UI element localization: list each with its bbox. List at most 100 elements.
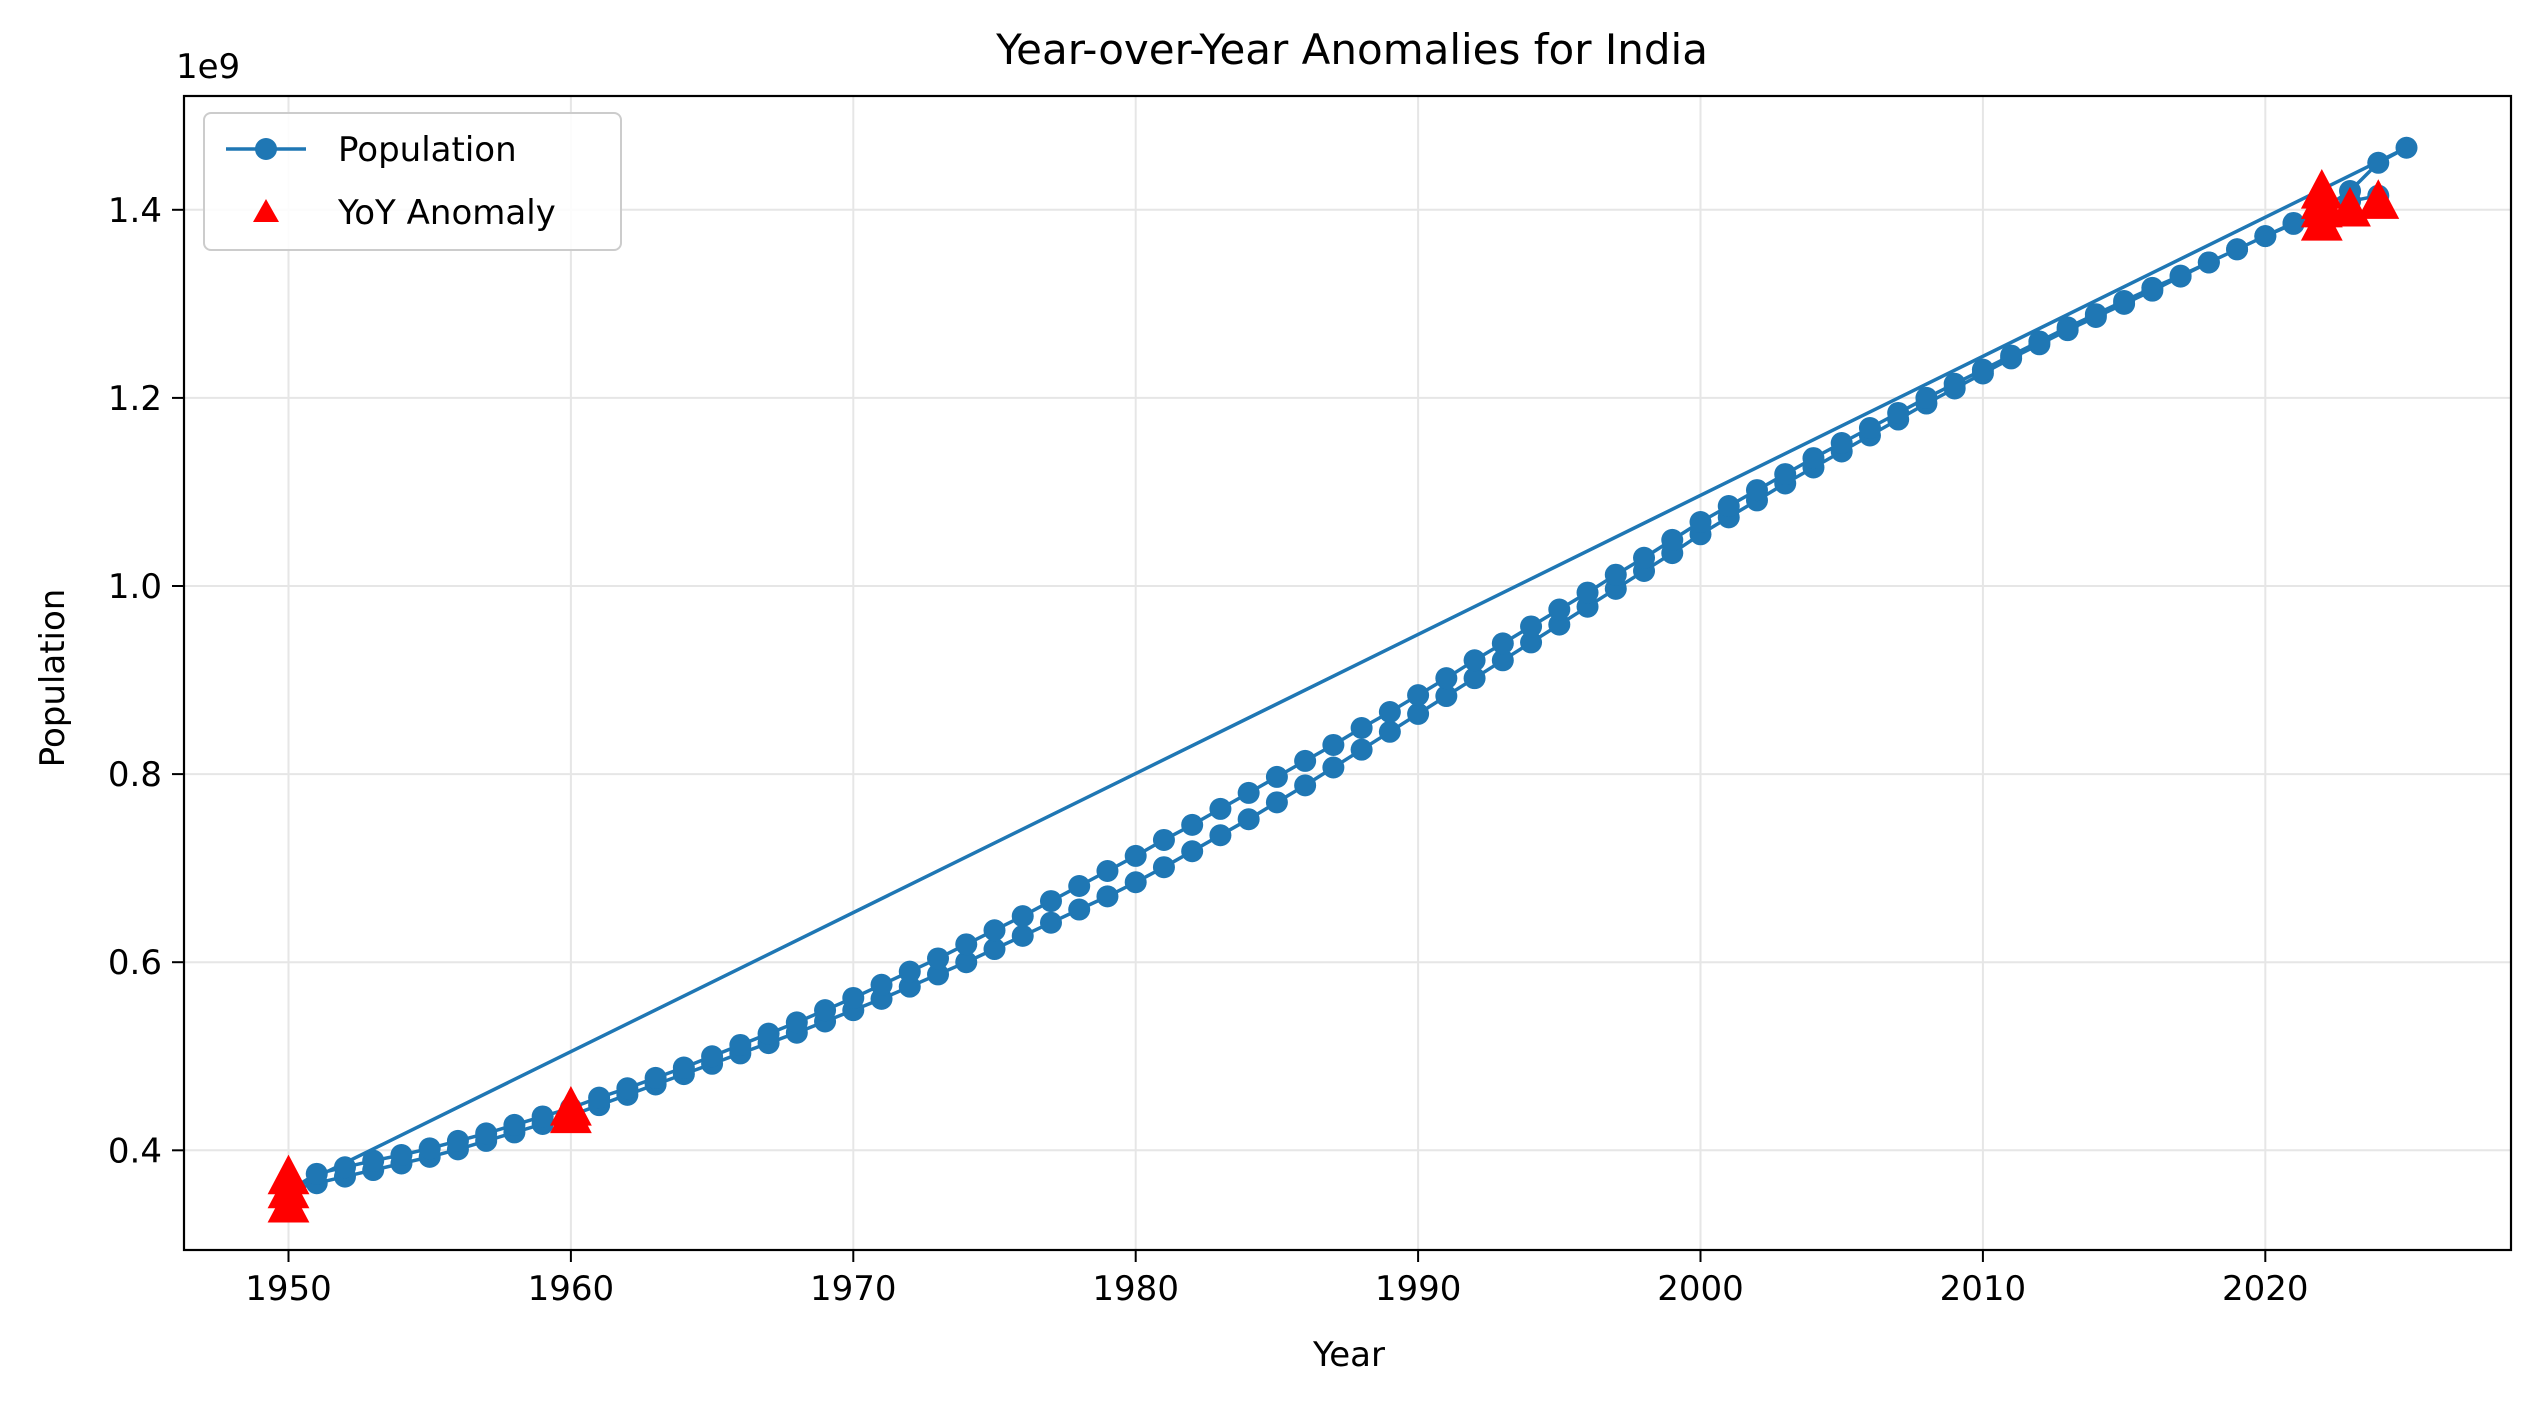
population-point [1633,546,1656,569]
y-axis-label: Population [33,589,73,768]
legend-anomaly-label: YoY Anomaly [337,193,556,233]
y-tick-label: 0.6 [108,943,162,983]
population-point [983,919,1006,942]
population-point [1745,479,1768,502]
population-point [362,1149,385,1172]
population-point [2169,264,2192,287]
legend-population-label: Population [338,130,517,170]
population-point [1689,511,1712,534]
population-point [1378,720,1401,743]
population-point [1350,717,1373,740]
population-point [814,999,837,1022]
population-point [1152,828,1175,851]
population-point [644,1066,667,1089]
population-point [1661,528,1684,551]
population-point [1068,875,1091,898]
population-point [898,960,921,983]
y-tick-label: 0.8 [108,755,162,795]
population-point [1096,885,1119,908]
population-point [2084,303,2107,326]
anomaly-point [2300,201,2343,241]
population-point [983,938,1006,961]
axis-layer: 1950 1960 1970 1980 1990 2000 2010 2020 0.4 0.6 0.… [108,191,2309,1309]
population-point [1943,372,1966,395]
population-point [2226,238,2249,261]
population-point [1830,432,1853,455]
x-tick-label: 2020 [2222,1269,2309,1309]
population-point [475,1122,498,1145]
legend-box [203,112,622,251]
population-point [757,1022,780,1045]
population-point [1463,649,1486,672]
legend-population-marker [255,138,277,160]
population-point [1181,813,1204,836]
population-point [1491,649,1514,672]
x-tick-label: 1980 [1092,1269,1179,1309]
legend-anomaly-marker [253,199,279,222]
population-point [842,986,865,1009]
population-point [785,1011,808,1034]
population-point [1209,797,1232,820]
y-tick-label: 1.2 [108,379,162,419]
population-point [870,973,893,996]
population-point [701,1045,724,1068]
population-point [955,951,978,974]
population-point [2028,330,2051,353]
population-point [1124,844,1147,867]
population-point [1491,632,1514,655]
population-point [1717,495,1740,518]
grid-layer [184,96,2511,1250]
y-tick-label: 0.4 [108,1131,162,1171]
population-point [2282,211,2305,234]
x-tick-label: 2000 [1657,1269,1744,1309]
population-point [1011,905,1034,928]
x-tick-label: 2010 [1940,1269,2027,1309]
population-point [1378,701,1401,724]
population-point [1039,911,1062,934]
population-point [1576,581,1599,604]
series-layer [277,136,2418,1202]
population-point [333,1156,356,1179]
x-tick-label: 1990 [1375,1269,1462,1309]
population-point [955,933,978,956]
population-point [927,947,950,970]
population-point [1435,667,1458,690]
population-point [2254,225,2277,248]
population-point [1887,401,1910,424]
population-point [1294,749,1317,772]
anomaly-point [2300,179,2343,219]
population-point [1322,756,1345,779]
population-point [1322,733,1345,756]
y-tick-label: 1.0 [108,567,162,607]
legend: Population YoY Anomaly [203,112,622,251]
chart-title: Year-over-Year Anomalies for India [995,25,1708,74]
population-point [616,1077,639,1100]
population-point [531,1105,554,1128]
population-point [1915,386,1938,409]
population-point [1237,808,1260,831]
population-point [1548,613,1571,636]
x-tick-label: 1970 [810,1269,897,1309]
population-point [927,963,950,986]
population-point [2000,344,2023,367]
population-point [1152,856,1175,879]
population-point [1604,563,1627,586]
population-point [1548,598,1571,621]
population-point [1265,791,1288,814]
x-axis-label: Year [1312,1335,1385,1375]
anomaly-point [2357,179,2400,219]
population-point [2113,290,2136,313]
population-point [672,1056,695,1079]
x-tick-label: 1950 [245,1269,332,1309]
population-point [1265,765,1288,788]
population-point [446,1129,469,1152]
population-point [390,1144,413,1167]
population-point [2367,151,2390,174]
population-point [1181,840,1204,863]
population-point [1774,463,1797,486]
y-tick-label: 1.4 [108,191,162,231]
population-point [1858,416,1881,439]
population-point [305,1162,328,1185]
